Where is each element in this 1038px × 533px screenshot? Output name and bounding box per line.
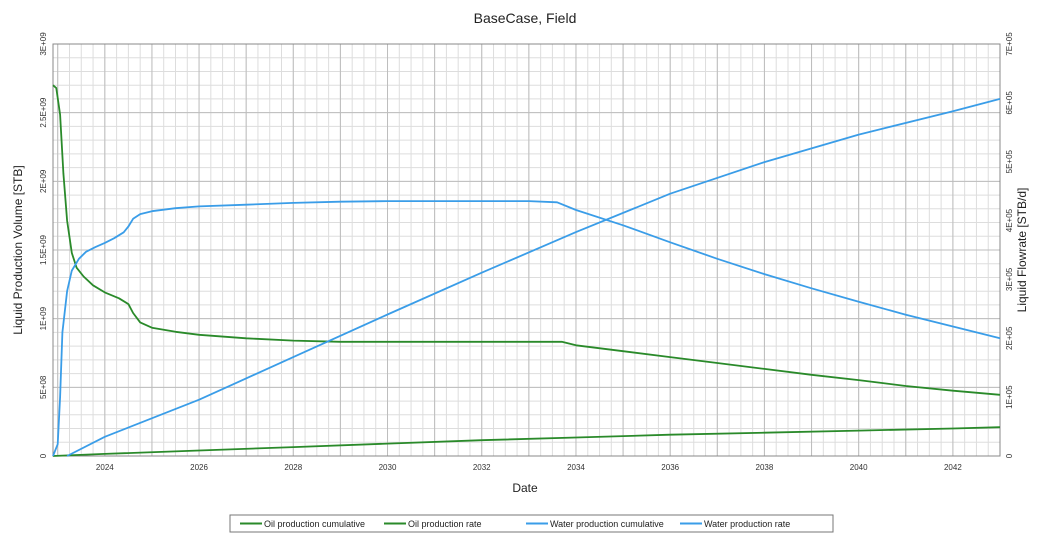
legend-label-oil-production-rate: Oil production rate (408, 519, 482, 529)
legend-label-water-production-rate: Water production rate (704, 519, 790, 529)
x-tick-label: 2032 (473, 463, 491, 472)
x-tick-label: 2040 (850, 463, 868, 472)
y-tick-label-right: 5E+05 (1005, 149, 1014, 173)
series-line-water-production-rate (52, 200, 1001, 457)
tick-labels: 2024 2026 2028 2030 2032 2034 2036 2038 2040 2042… (39, 32, 1014, 472)
y-axis-label-right: Liquid Flowrate [STB/d] (1015, 188, 1029, 313)
y-tick-label-right: 1E+05 (1005, 385, 1014, 409)
y-tick-label-left: 2.5E+09 (39, 97, 48, 128)
series-line-oil-production-cumulative (52, 426, 1001, 457)
grid (53, 43, 1001, 457)
y-tick-label-left: 0 (39, 453, 48, 458)
legend-label-water-production-cumulative: Water production cumulative (550, 519, 664, 529)
y-axis-label-left: Liquid Production Volume [STB] (11, 165, 25, 334)
y-tick-label-right: 6E+05 (1005, 91, 1014, 115)
y-tick-label-right: 3E+05 (1005, 267, 1014, 291)
x-tick-label: 2026 (190, 463, 208, 472)
series-line-water-production-cumulative (66, 98, 1001, 457)
x-tick-label: 2028 (284, 463, 302, 472)
x-tick-label: 2030 (379, 463, 397, 472)
x-axis-label: Date (512, 481, 538, 495)
y-tick-label-left: 5E+08 (39, 375, 48, 399)
x-tick-label: 2038 (756, 463, 774, 472)
y-tick-label-left: 1.5E+09 (39, 234, 48, 265)
y-tick-label-left: 3E+09 (39, 32, 48, 56)
x-tick-label: 2034 (567, 463, 585, 472)
series-lines (52, 84, 1001, 457)
y-tick-label-right: 4E+05 (1005, 208, 1014, 232)
series-line-oil-production-rate (52, 84, 1001, 396)
y-tick-label-right: 7E+05 (1005, 32, 1014, 56)
y-tick-label-right: 2E+05 (1005, 326, 1014, 350)
x-tick-label: 2036 (661, 463, 679, 472)
x-tick-label: 2024 (96, 463, 114, 472)
legend-label-oil-production-cumulative: Oil production cumulative (264, 519, 365, 529)
y-tick-label-left: 2E+09 (39, 169, 48, 193)
plot-frame (52, 43, 1001, 457)
y-tick-label-right: 0 (1005, 453, 1014, 458)
y-tick-label-left: 1E+09 (39, 306, 48, 330)
legend: Oil production cumulative Oil production … (229, 514, 834, 533)
x-tick-label: 2042 (944, 463, 962, 472)
chart-title: BaseCase, Field (474, 10, 577, 26)
